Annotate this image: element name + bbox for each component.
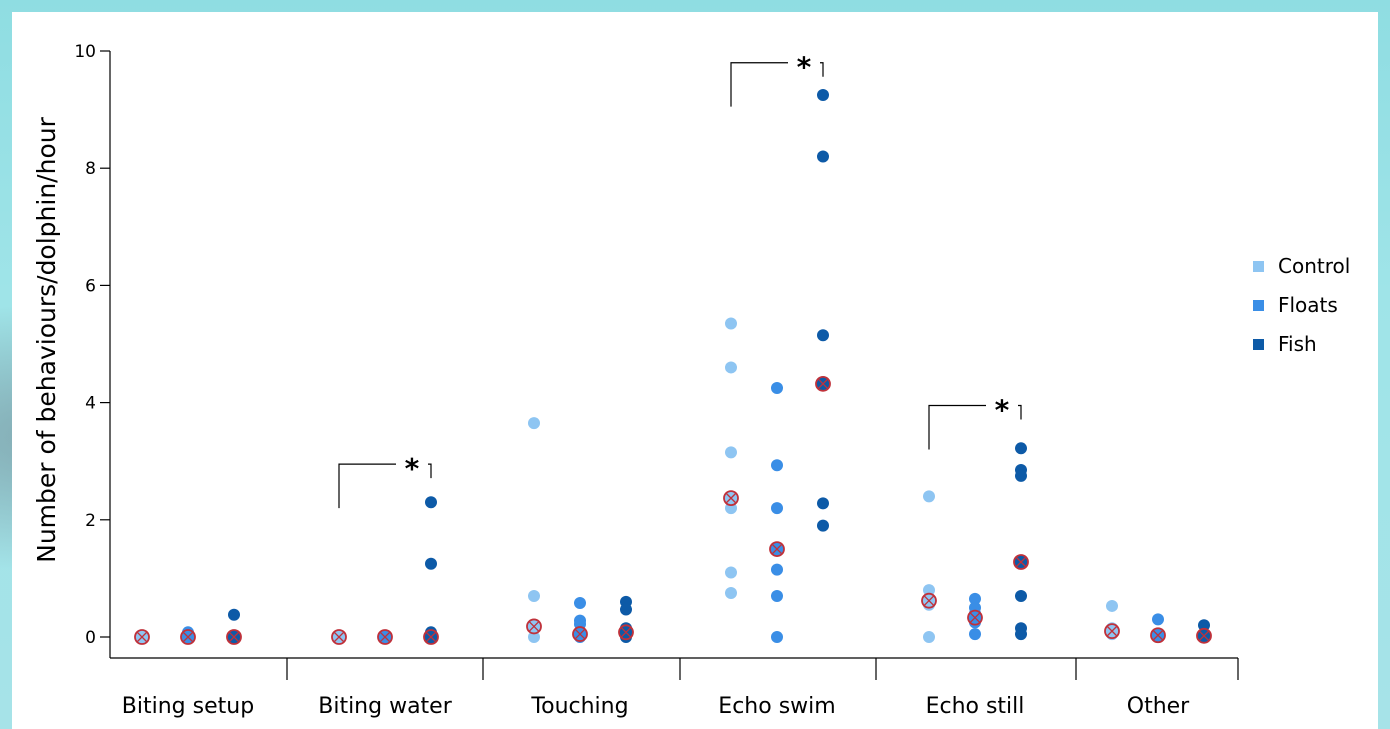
data-point-fish	[817, 519, 829, 532]
significance-bracket-right	[820, 62, 824, 77]
mean-marker-control	[331, 629, 347, 645]
data-point-control	[725, 587, 737, 600]
data-point-control	[528, 631, 540, 643]
mean-marker-control	[723, 490, 739, 507]
mean-marker-fish	[618, 624, 634, 641]
mean-marker-fish	[226, 629, 242, 645]
data-point-control	[725, 317, 737, 330]
significance-star: *	[797, 51, 812, 84]
data-point-fish	[817, 150, 829, 163]
significance-star: *	[405, 452, 420, 485]
legend-label-control: Control	[1278, 254, 1350, 278]
data-point-fish	[1198, 619, 1210, 632]
data-point-control	[725, 361, 737, 374]
data-point-fish	[1015, 442, 1027, 455]
data-point-fish	[228, 608, 240, 621]
y-axis: 0 2 4 6 8 10	[74, 42, 111, 658]
mean-marker-fish	[1196, 627, 1212, 644]
data-point-floats	[771, 502, 783, 515]
x-category-label: Echo still	[926, 694, 1025, 719]
y-tick-label: 2	[85, 511, 96, 531]
data-point-floats	[771, 589, 783, 602]
mean-marker-floats	[1150, 627, 1166, 644]
chart-panel	[12, 12, 1378, 729]
y-tick-label: 8	[85, 159, 96, 179]
x-category-label: Touching	[530, 694, 628, 719]
significance-bracket-right	[1018, 404, 1022, 420]
mean-marker-control	[134, 629, 150, 645]
data-points	[134, 88, 1212, 645]
x-axis: Biting setup Biting water Touching Echo swi…	[110, 657, 1239, 719]
mean-marker-fish	[815, 375, 831, 392]
significance-brackets: * * *	[338, 51, 1022, 509]
data-point-floats	[771, 631, 783, 643]
data-point-fish	[1015, 589, 1027, 602]
data-point-fish	[817, 329, 829, 342]
mean-marker-floats	[769, 541, 785, 557]
x-category-label: Biting setup	[122, 694, 254, 719]
legend-swatch-control	[1253, 261, 1264, 272]
legend: Control Floats Fish	[1253, 254, 1350, 356]
data-point-control	[725, 446, 737, 459]
data-point-control	[1106, 599, 1118, 612]
legend-swatch-fish	[1253, 339, 1264, 350]
y-axis-label: Number of behaviours/dolphin/hour	[32, 116, 61, 562]
data-point-fish	[425, 557, 437, 570]
mean-marker-floats	[377, 629, 393, 645]
data-point-fish	[1015, 628, 1027, 641]
legend-swatch-floats	[1253, 300, 1264, 311]
data-point-fish	[817, 497, 829, 510]
y-tick-label: 4	[85, 394, 96, 414]
data-point-floats	[771, 563, 783, 576]
data-point-fish	[1015, 469, 1027, 482]
x-category-label: Other	[1127, 694, 1190, 719]
x-category-label: Biting water	[318, 694, 452, 719]
legend-label-fish: Fish	[1278, 332, 1317, 356]
data-point-floats	[771, 459, 783, 472]
mean-marker-floats	[572, 626, 588, 642]
mean-marker-fish	[423, 629, 439, 645]
significance-bracket-left	[338, 463, 396, 509]
y-tick-label: 10	[74, 42, 96, 62]
mean-marker-control	[921, 592, 937, 609]
mean-marker-control	[1104, 623, 1120, 640]
y-tick-label: 0	[85, 628, 96, 648]
data-point-floats	[574, 597, 586, 610]
significance-bracket-left	[928, 404, 986, 450]
data-point-control	[725, 566, 737, 579]
y-tick-label: 6	[85, 276, 96, 296]
mean-marker-control	[526, 618, 542, 635]
legend-label-floats: Floats	[1278, 293, 1338, 317]
mean-marker-fish	[1013, 554, 1029, 570]
data-point-floats	[969, 592, 981, 605]
data-point-control	[528, 589, 540, 602]
mean-marker-floats	[967, 609, 983, 626]
data-point-control	[923, 490, 935, 503]
significance-bracket-left	[730, 62, 788, 107]
significance-bracket-right	[428, 463, 432, 479]
data-point-fish	[425, 496, 437, 509]
significance-star: *	[995, 394, 1010, 427]
data-point-floats	[1152, 613, 1164, 626]
x-category-label: Echo swim	[718, 694, 835, 719]
data-point-fish	[817, 88, 829, 101]
data-point-floats	[969, 628, 981, 641]
data-point-fish	[620, 603, 632, 616]
data-point-control	[923, 631, 935, 643]
data-point-control	[528, 417, 540, 430]
data-point-control	[923, 584, 935, 597]
data-point-floats	[771, 381, 783, 394]
mean-marker-floats	[180, 629, 196, 645]
